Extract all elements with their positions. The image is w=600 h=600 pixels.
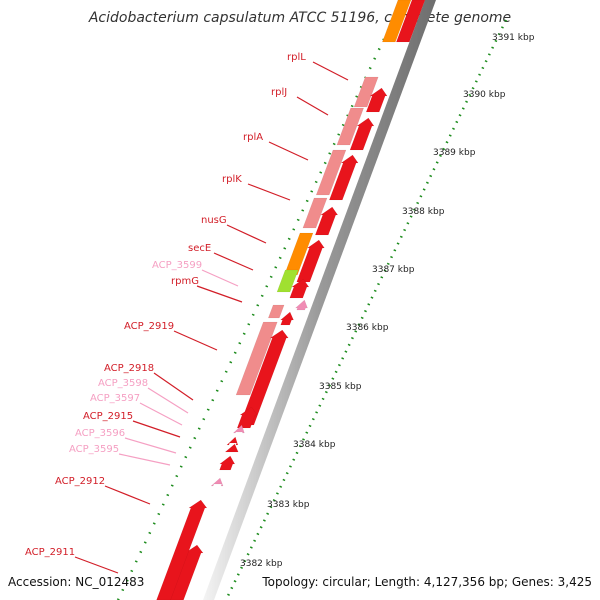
label-connectors — [74, 61, 349, 574]
gene-feature[interactable] — [156, 499, 208, 600]
gene-feature[interactable] — [314, 206, 339, 236]
gene-label[interactable]: ACP_3597 — [90, 393, 140, 404]
gene-label[interactable]: ACP_3596 — [75, 428, 125, 439]
label-connector-line — [132, 420, 181, 438]
gene-feature[interactable] — [349, 117, 375, 151]
gene-label[interactable]: rplJ — [271, 87, 287, 98]
label-connector-line — [201, 269, 239, 287]
gene-feature[interactable] — [302, 197, 328, 229]
accession-text: Accession: NC_012483 — [8, 575, 145, 589]
gene-label[interactable]: nusG — [201, 215, 227, 226]
label-connector-line — [226, 224, 267, 244]
scale-tick-label: 3391 kbp — [492, 33, 535, 43]
gene-label[interactable]: ACP_3595 — [69, 444, 119, 455]
label-connector-line — [296, 96, 329, 116]
genome-summary-text: Topology: circular; Length: 4,127,356 bp… — [262, 575, 592, 589]
scale-tick-label: 3382 kbp — [240, 559, 283, 569]
gene-feature[interactable] — [219, 455, 236, 471]
gene-label[interactable]: ACP_3598 — [98, 378, 148, 389]
scale-tick-label: 3386 kbp — [346, 323, 389, 333]
gene-label[interactable]: rplA — [243, 132, 263, 143]
scale-ticks: 3391 kbp 3390 kbp 3389 kbp 3388 kbp 3387 kbp… — [240, 33, 535, 569]
scale-tick-label: 3383 kbp — [267, 500, 310, 510]
gene-feature[interactable] — [365, 87, 388, 113]
gene-feature[interactable] — [267, 304, 285, 319]
label-connector-line — [139, 402, 183, 426]
gene-feature[interactable] — [395, 0, 426, 43]
gene-label[interactable]: secE — [188, 243, 211, 254]
gene-labels: rplL rplJ rplA rplK nusG secE ACP_3599 rpmG ACP_… — [25, 52, 306, 558]
gene-label[interactable]: rplL — [287, 52, 306, 63]
label-connector-line — [312, 61, 349, 81]
gene-label[interactable]: rpmG — [171, 276, 199, 287]
scale-tick-label: 3388 kbp — [402, 207, 445, 217]
scale-tick-label: 3390 kbp — [463, 90, 506, 100]
inner-dotted-line — [116, 19, 395, 600]
label-connector-line — [153, 372, 194, 401]
gene-label[interactable]: ACP_2919 — [124, 321, 174, 332]
gene-feature[interactable] — [232, 424, 245, 434]
gene-label[interactable]: ACP_2915 — [83, 411, 133, 422]
gene-feature[interactable] — [353, 76, 379, 108]
gene-feature[interactable] — [235, 321, 278, 396]
genome-backbone — [203, 0, 436, 600]
gene-label[interactable]: ACP_2918 — [104, 363, 154, 374]
label-connector-line — [196, 285, 243, 303]
gene-feature[interactable] — [239, 329, 289, 426]
gene-feature[interactable] — [276, 269, 299, 293]
gene-feature[interactable] — [210, 477, 224, 487]
gene-track — [156, 0, 426, 600]
label-connector-line — [173, 330, 218, 351]
gene-feature[interactable] — [226, 436, 239, 446]
scale-tick-label: 3384 kbp — [293, 440, 336, 450]
label-connector-line — [213, 252, 254, 271]
gene-label[interactable]: ACP_2911 — [25, 547, 75, 558]
label-connector-line — [118, 453, 171, 466]
gene-feature[interactable] — [224, 443, 239, 453]
gene-label[interactable]: ACP_2912 — [55, 476, 105, 487]
gene-feature[interactable] — [328, 154, 359, 201]
label-connector-line — [104, 485, 151, 505]
scale-tick-label: 3389 kbp — [433, 148, 476, 158]
label-connector-line — [124, 437, 177, 454]
label-connector-line — [268, 141, 309, 161]
gene-feature[interactable] — [381, 0, 412, 43]
gene-feature[interactable] — [236, 406, 258, 429]
gene-label[interactable]: rplK — [222, 174, 242, 185]
gene-label[interactable]: ACP_3599 — [152, 260, 202, 271]
gene-feature[interactable] — [296, 239, 325, 283]
scale-tick-label: 3387 kbp — [372, 265, 415, 275]
scale-tick-label: 3385 kbp — [319, 382, 362, 392]
gene-feature[interactable] — [289, 278, 310, 299]
label-connector-line — [74, 556, 119, 574]
gene-feature[interactable] — [279, 311, 294, 326]
label-connector-line — [147, 387, 189, 414]
gene-feature[interactable] — [336, 107, 365, 146]
gene-feature[interactable] — [315, 149, 347, 196]
gene-feature[interactable] — [294, 299, 308, 311]
label-connector-line — [247, 183, 291, 201]
